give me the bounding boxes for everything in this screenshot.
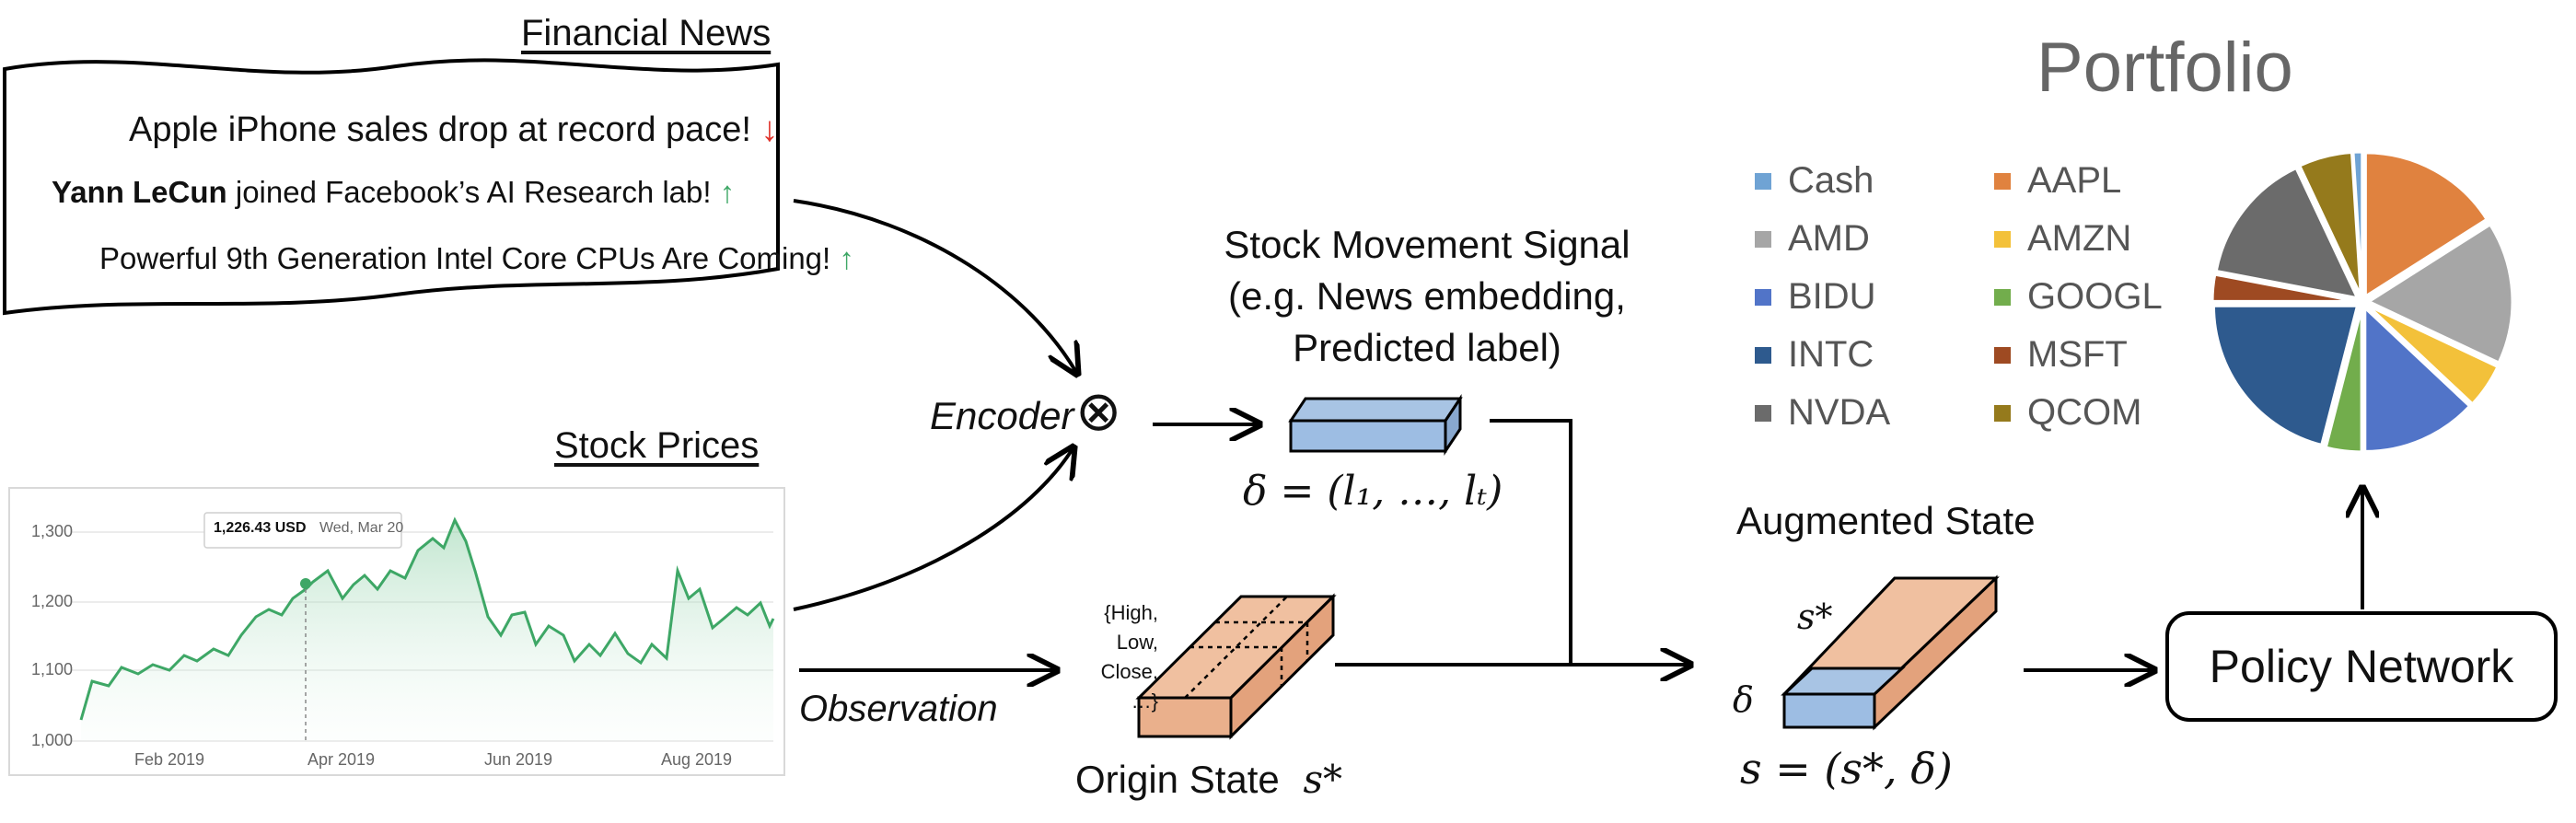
up-arrow-icon: ↑ — [719, 175, 736, 209]
policy-network-label: Policy Network — [2209, 641, 2514, 692]
legend-label: BIDU — [1788, 276, 1876, 317]
augmented-state-cuboid — [1781, 574, 2000, 731]
encoder-label: Encoder — [930, 394, 1074, 437]
tooltip-marker — [300, 578, 311, 589]
legend-item-cash: Cash — [1755, 160, 1874, 202]
legend-item-googl: GOOGL — [1994, 276, 2163, 318]
y-tick-1000: 1,000 — [31, 731, 74, 749]
legend-label: AMZN — [2027, 218, 2132, 259]
legend-label: MSFT — [2027, 334, 2128, 375]
tooltip-value: 1,226.43 USD — [214, 520, 307, 536]
legend-swatch — [1994, 230, 2011, 248]
signal-caption-line-2: (e.g. News embedding, — [1228, 274, 1626, 318]
y-tick-1300: 1,300 — [31, 522, 74, 540]
origin-state-symbol: s* — [1303, 757, 1343, 802]
signal-vector-box — [1288, 394, 1463, 456]
headline-3-text: Powerful 9th Generation Intel Core CPUs … — [99, 241, 831, 275]
price-area — [81, 520, 773, 741]
signal-caption-line-1: Stock Movement Signal — [1224, 223, 1630, 266]
arrow-news-to-encoder — [793, 199, 1077, 374]
legend-swatch — [1994, 288, 2011, 306]
feature-close: Close, — [1100, 660, 1158, 683]
augmented-s-star: s* — [1797, 597, 1833, 637]
connector-signal-to-merge — [1490, 419, 1572, 665]
pie-slice-googl — [2324, 307, 2363, 454]
pie-slice-nvda — [2214, 166, 2361, 300]
up-arrow-icon: ↑ — [839, 241, 854, 275]
legend-label: INTC — [1788, 334, 1874, 375]
origin-state-cuboid — [1135, 593, 1337, 740]
tooltip-date: Wed, Mar 20 — [319, 520, 404, 536]
x-tick-jun: Jun 2019 — [484, 750, 553, 769]
feature-more: …} — [1131, 690, 1158, 713]
legend-label: AMD — [1788, 218, 1870, 259]
legend-label: GOOGL — [2027, 276, 2163, 317]
legend-swatch — [1755, 404, 1771, 422]
legend-swatch — [1994, 346, 2011, 364]
legend-item-intc: INTC — [1755, 334, 1874, 376]
augmented-formula: s = (s*, δ) — [1740, 744, 1953, 794]
observation-label: Observation — [799, 689, 998, 729]
legend-swatch — [1755, 288, 1771, 306]
y-tick-1100: 1,100 — [31, 660, 74, 678]
news-headline-3: Powerful 9th Generation Intel Core CPUs … — [99, 241, 854, 276]
news-box — [2, 58, 780, 316]
legend-label: NVDA — [1788, 392, 1891, 433]
feature-high: {High, — [1104, 601, 1158, 624]
x-tick-aug: Aug 2019 — [661, 750, 733, 769]
pie-slice-qcom — [2297, 150, 2362, 296]
legend-swatch — [1755, 346, 1771, 364]
portfolio-pie — [2210, 150, 2514, 454]
legend-label: AAPL — [2027, 160, 2122, 201]
augmented-delta: δ — [1733, 679, 1754, 720]
portfolio-title: Portfolio — [2036, 29, 2293, 107]
legend-item-aapl: AAPL — [1994, 160, 2121, 202]
tooltip-text: 1,226.43 USD Wed, Mar 20 — [214, 520, 403, 537]
news-headline-2: Yann LeCun joined Facebook’s AI Research… — [52, 175, 735, 210]
legend-label: QCOM — [2027, 392, 2142, 433]
x-tick-feb: Feb 2019 — [134, 750, 205, 769]
prices-title: Stock Prices — [554, 425, 760, 466]
price-line — [79, 516, 775, 721]
origin-state-text: Origin State — [1075, 758, 1280, 801]
pie-slice-msft — [2210, 272, 2357, 303]
augmented-state-label: Augmented State — [1736, 499, 2036, 542]
news-headline-1: Apple iPhone sales drop at record pace! … — [129, 110, 779, 150]
news-title: Financial News — [521, 13, 772, 53]
signal-formula: δ = (l₁, …, lₜ) — [1243, 468, 1503, 515]
legend-swatch — [1994, 172, 2011, 190]
pie-slice-amd — [2365, 222, 2514, 365]
down-arrow-icon: ↓ — [760, 110, 779, 149]
pie-slice-cash — [2351, 150, 2364, 296]
pie-slice-intc — [2211, 304, 2360, 447]
legend-swatch — [1755, 172, 1771, 190]
legend-swatch — [1755, 230, 1771, 248]
arrow-prices-to-encoder — [793, 447, 1073, 611]
legend-swatch — [1994, 404, 2011, 422]
legend-item-bidu: BIDU — [1755, 276, 1876, 318]
policy-network-box: Policy Network — [2165, 611, 2558, 722]
encoder-multiply-icon: ⊗ — [1075, 380, 1122, 442]
signal-caption: Stock Movement Signal (e.g. News embeddi… — [1188, 219, 1666, 374]
tooltip-box — [203, 512, 402, 549]
legend-label: Cash — [1788, 160, 1874, 201]
origin-state-label: Origin State s* — [1075, 757, 1342, 802]
legend-item-msft: MSFT — [1994, 334, 2128, 376]
pie-slice-amzn — [2366, 304, 2500, 406]
pie-slice-bidu — [2363, 304, 2472, 453]
headline-2-name: Yann LeCun — [52, 175, 227, 209]
headline-1-text: Apple iPhone sales drop at record pace! — [129, 110, 751, 149]
origin-features: {High, Low, Close, …} — [1075, 598, 1158, 716]
legend-item-amd: AMD — [1755, 218, 1870, 260]
y-tick-1200: 1,200 — [31, 592, 74, 610]
legend-item-qcom: QCOM — [1994, 392, 2141, 434]
legend-item-amzn: AMZN — [1994, 218, 2131, 260]
x-tick-apr: Apr 2019 — [307, 750, 376, 769]
feature-low: Low, — [1116, 631, 1158, 654]
signal-caption-line-3: Predicted label) — [1293, 326, 1561, 369]
pie-slice-aapl — [2363, 151, 2489, 299]
legend-item-nvda: NVDA — [1755, 392, 1890, 434]
headline-2-text: joined Facebook’s AI Research lab! — [226, 175, 712, 209]
